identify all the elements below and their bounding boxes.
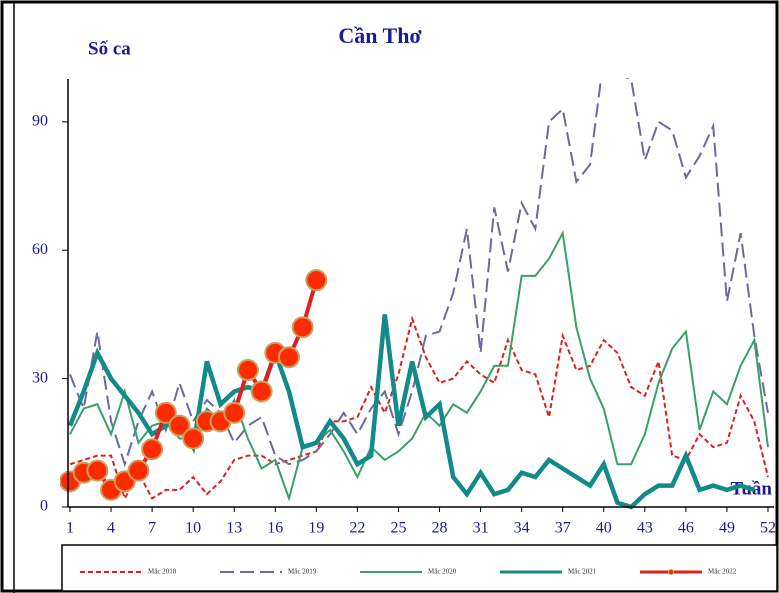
legend-label: Mắc 2022 (708, 568, 737, 576)
x-tick-label: 28 (432, 520, 448, 537)
y-tick-label: 90 (32, 112, 48, 129)
legend-label: Mắc 2018 (148, 568, 177, 576)
data-point (182, 427, 205, 450)
x-tick-label: 25 (390, 520, 406, 537)
x-tick-label: 19 (308, 520, 324, 537)
data-point (127, 459, 150, 482)
series-line (69, 315, 769, 502)
data-point (168, 414, 191, 437)
data-point (154, 401, 177, 424)
data-point (141, 438, 164, 461)
legend-label: Mắc 2021 (568, 568, 597, 576)
plot (60, 78, 769, 510)
x-tick-label: 52 (760, 520, 776, 537)
series-line (69, 78, 769, 468)
x-tick-label: 31 (473, 520, 489, 537)
x-tick-label: 37 (555, 520, 571, 537)
x-tick-label: 1 (66, 520, 74, 537)
y-tick-label: 0 (40, 498, 48, 515)
chart-title: Cần Thơ (338, 23, 422, 48)
data-point (223, 401, 246, 424)
x-tick-label: 10 (185, 520, 201, 537)
x-tick-label: 22 (349, 520, 365, 537)
x-tick-label: 40 (596, 520, 612, 537)
x-tick-label: 13 (226, 520, 242, 537)
data-point (86, 459, 109, 482)
x-tick-label: 4 (107, 520, 115, 537)
x-tick-label: 46 (678, 520, 694, 537)
data-point (305, 269, 328, 292)
data-point (250, 380, 273, 403)
legend-box (61, 544, 778, 592)
x-tick-label: 49 (719, 520, 735, 537)
x-tick-label: 16 (267, 520, 283, 537)
data-point (291, 316, 314, 339)
x-tick-label: 43 (637, 520, 653, 537)
legend-label: Mắc 2019 (288, 568, 317, 576)
legend-marker (668, 569, 674, 575)
x-tick-label: 34 (514, 520, 530, 537)
y-tick-label: 30 (32, 369, 48, 386)
x-tick-label: 7 (148, 520, 156, 537)
y-axis-label: Số ca (88, 38, 131, 59)
y-tick-label: 60 (32, 241, 48, 258)
data-point (236, 359, 259, 382)
data-point (277, 346, 300, 369)
legend-label: Mắc 2020 (428, 568, 457, 576)
